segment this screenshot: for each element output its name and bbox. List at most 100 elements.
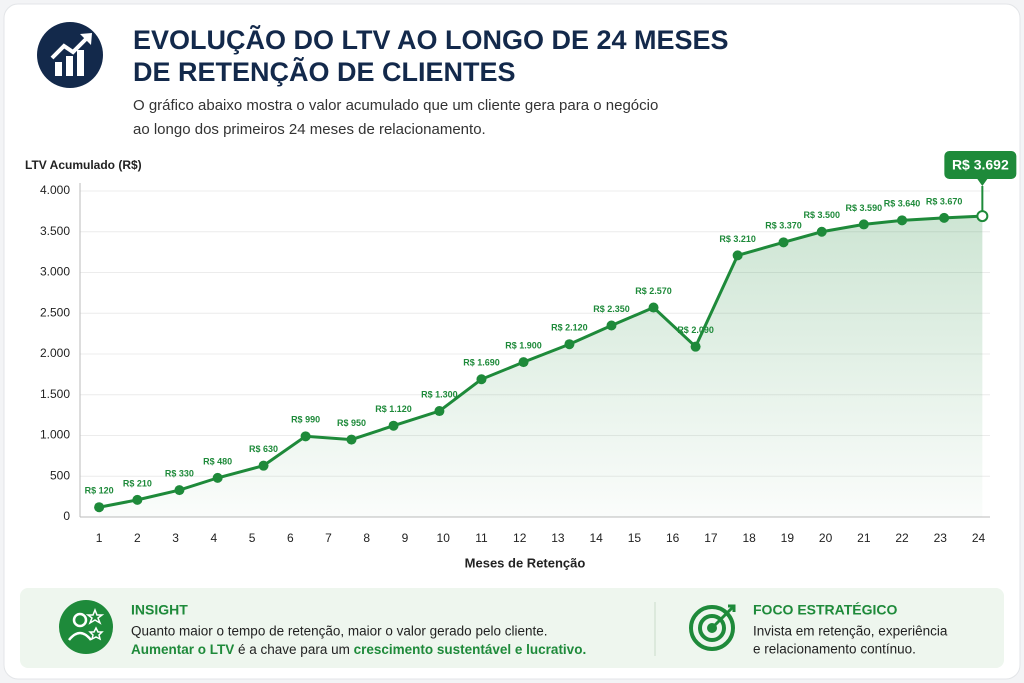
- x-tick-label: 9: [402, 531, 409, 545]
- info-panel: [20, 588, 1004, 668]
- point: [94, 502, 105, 513]
- line: [98, 214, 983, 509]
- y-tick-label: 1.500: [40, 387, 70, 401]
- title: EVOLUÇÃO DO LTV AO LONGO DE 24 MESES: [133, 24, 729, 55]
- x-tick-label: 24: [972, 531, 986, 545]
- data-label: R$ 2.090: [677, 325, 714, 335]
- data-label: R$ 2.120: [551, 323, 588, 333]
- x-tick-label: 19: [781, 531, 795, 545]
- y-tick-label: 2.500: [40, 305, 70, 319]
- x-tick-label: 3: [172, 531, 179, 545]
- x-tick-label: 11: [475, 531, 488, 545]
- x-tick-label: 1: [96, 531, 103, 545]
- point: [346, 434, 357, 445]
- point: [690, 341, 701, 352]
- x-tick-label: 21: [857, 531, 871, 545]
- emphasis: Aumentar o LTV: [131, 642, 234, 657]
- data-label: R$ 2.350: [593, 304, 630, 314]
- data-label: R$ 3.370: [765, 221, 802, 231]
- data-label: R$ 210: [123, 478, 152, 488]
- data-label: R$ 2.570: [635, 286, 672, 296]
- point: [606, 320, 617, 331]
- x-axis-label: Meses de Retenção: [465, 555, 586, 570]
- point: [976, 210, 989, 223]
- point: [732, 250, 743, 261]
- point: [564, 339, 575, 350]
- header-icon: [37, 22, 103, 88]
- x-tick-label: 14: [589, 531, 603, 545]
- plot: 0 500 1.000 1.500 2.000 2.500 3.000 3.500 4.000 1…: [40, 151, 1017, 545]
- focus-text: Invista em retenção, experiência: [753, 624, 948, 639]
- data-label: R$ 120: [85, 486, 114, 496]
- callout: [944, 151, 1017, 179]
- x-tick-label: 18: [742, 531, 756, 545]
- data-label: R$ 950: [337, 418, 366, 428]
- data-label: R$ 3.670: [926, 196, 963, 206]
- focus-icon: [689, 604, 736, 651]
- data-label: R$ 3.210: [719, 234, 756, 244]
- point: [518, 357, 529, 368]
- data-label: R$ 630: [249, 444, 278, 454]
- point: [816, 226, 827, 237]
- point: [858, 219, 869, 230]
- x-tick-label: 22: [895, 531, 909, 545]
- x-tick-label: 6: [287, 531, 294, 545]
- y-tick-label: 0: [63, 509, 70, 523]
- data-label: R$ 1.120: [375, 404, 412, 414]
- data-label: R$ 480: [203, 456, 232, 466]
- focus-heading: FOCO ESTRATÉGICO: [753, 602, 898, 618]
- point: [174, 485, 185, 496]
- emphasis: crescimento sustentável e lucrativo.: [354, 642, 587, 657]
- data-label: R$ 3.500: [803, 210, 840, 220]
- point: [434, 406, 445, 417]
- x-tick-label: 8: [363, 531, 370, 545]
- subtitle: O gráfico abaixo mostra o valor acumulad…: [133, 97, 658, 114]
- point: [897, 215, 908, 226]
- callout-label: R$ 3.692: [952, 157, 1009, 173]
- x-tick-label: 4: [210, 531, 217, 545]
- point: [939, 212, 950, 223]
- x-tick-label: 12: [513, 531, 527, 545]
- x-tick-label: 10: [437, 531, 451, 545]
- point: [476, 374, 487, 385]
- insight-heading: INSIGHT: [131, 602, 188, 618]
- data-label: R$ 3.590: [846, 203, 883, 213]
- data-label: R$ 1.690: [463, 358, 500, 368]
- data-label: R$ 1.300: [421, 389, 458, 399]
- x-tick-label: 17: [704, 531, 718, 545]
- y-tick-label: 3.500: [40, 224, 70, 238]
- x-tick-label: 15: [628, 531, 642, 545]
- insight-icon: [59, 600, 113, 654]
- point: [648, 302, 659, 313]
- point: [212, 472, 223, 483]
- y-tick-label: 3.000: [40, 265, 70, 279]
- data-label: R$ 990: [291, 415, 320, 425]
- data-label: R$ 3.640: [884, 199, 921, 209]
- point: [388, 420, 399, 431]
- insight-text: Quanto maior o tempo de retenção, maior …: [131, 624, 548, 639]
- callout-pointer: [977, 179, 988, 186]
- data-label: R$ 1.900: [505, 341, 542, 351]
- x-tick-label: 16: [666, 531, 680, 545]
- x-tick-label: 7: [325, 531, 332, 545]
- x-tick-label: 5: [249, 531, 256, 545]
- insight-text: Aumentar o LTV é a chave para um crescim…: [131, 642, 586, 657]
- y-tick-label: 4.000: [40, 183, 70, 197]
- x-tick-label: 13: [551, 531, 565, 545]
- focus-text: e relacionamento contínuo.: [753, 642, 916, 657]
- y-tick-label: 2.000: [40, 346, 70, 360]
- y-axis-label: LTV Acumulado (R$): [25, 158, 142, 172]
- title: DE RETENÇÃO DE CLIENTES: [133, 56, 516, 87]
- x-tick-label: 20: [819, 531, 833, 545]
- point: [778, 237, 789, 248]
- x-tick-label: 2: [134, 531, 141, 545]
- point: [132, 494, 143, 505]
- point: [300, 431, 311, 442]
- subtitle: ao longo dos primeiros 24 meses de relac…: [133, 121, 486, 138]
- y-tick-label: 1.000: [40, 428, 70, 442]
- area: [99, 216, 983, 518]
- y-tick-label: 500: [50, 468, 70, 482]
- point: [258, 460, 269, 471]
- x-tick-label: 23: [934, 531, 948, 545]
